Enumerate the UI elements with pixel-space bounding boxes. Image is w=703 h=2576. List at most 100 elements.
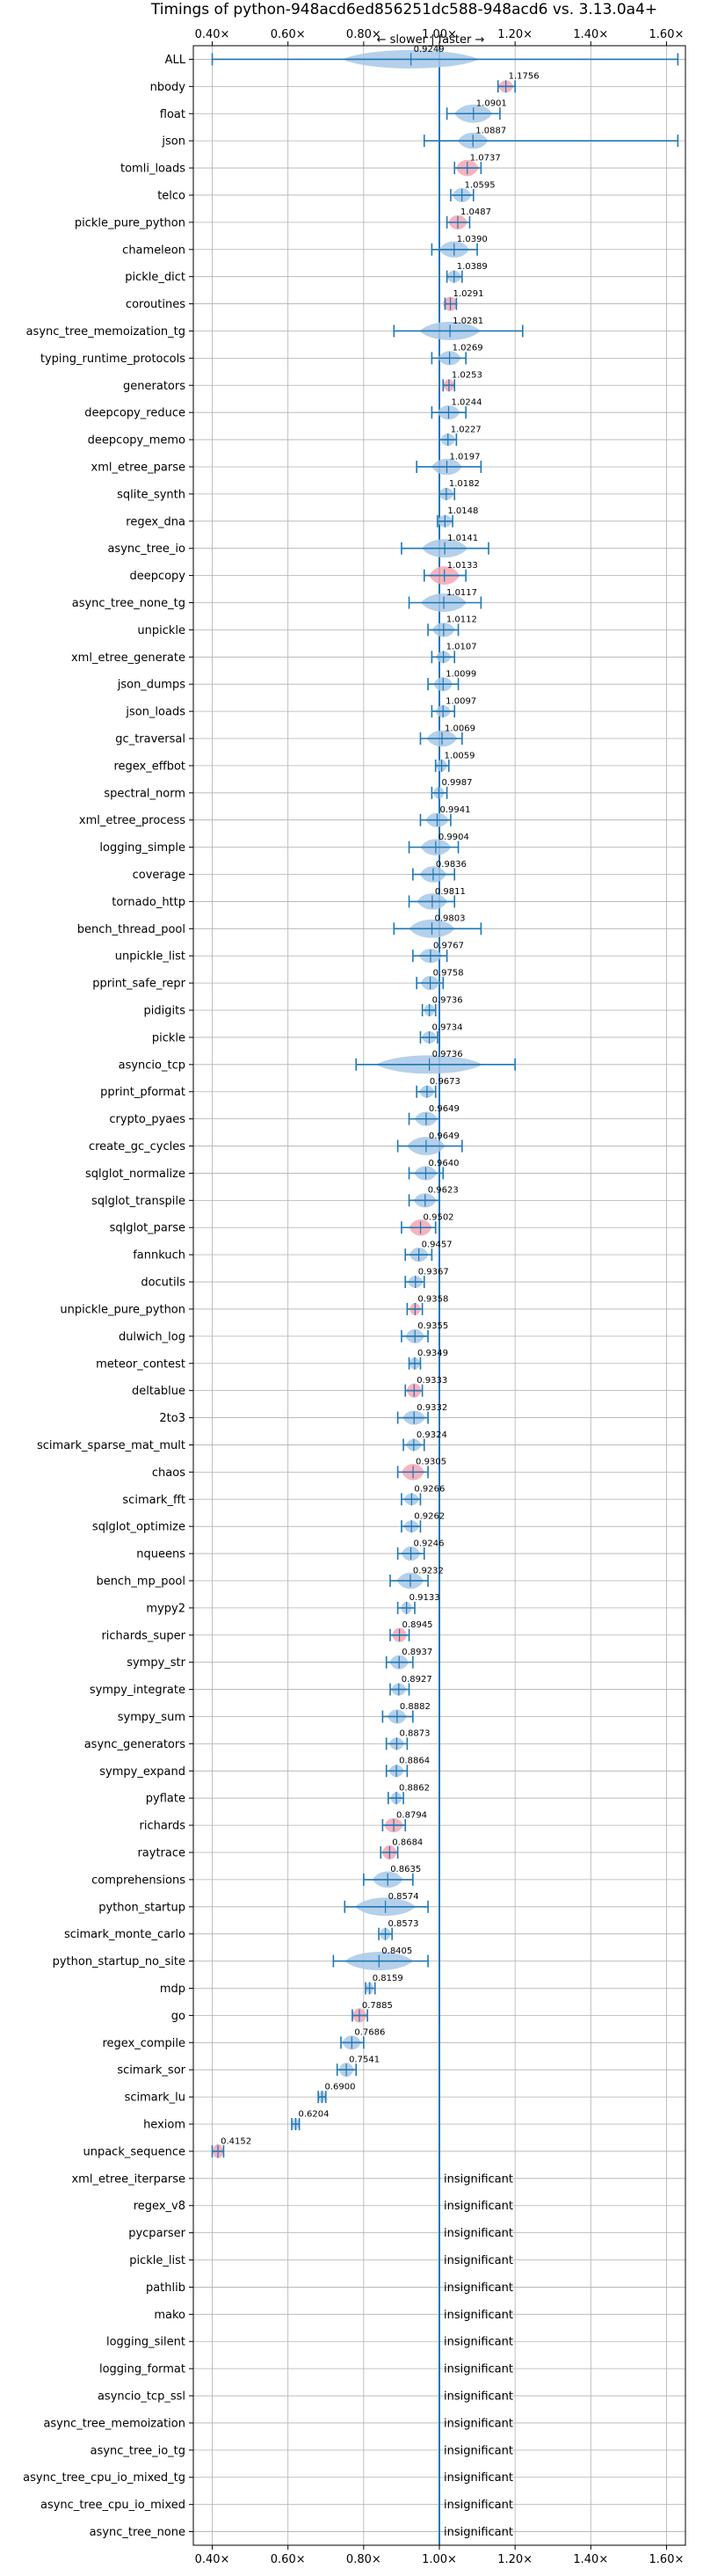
axis-layer: 0.40× 0.40× 0.60× 0.60× 0.80× 0.80× 1.00× 1.00×…	[23, 28, 686, 2566]
benchmark-label: async_tree_io_tg	[91, 2444, 185, 2457]
value-label: 0.9324	[417, 1430, 447, 1440]
value-label: 1.0244	[452, 398, 482, 408]
value-label: 0.4152	[221, 2136, 251, 2146]
benchmark-label: logging_simple	[99, 841, 185, 855]
value-label: 1.0097	[446, 696, 476, 706]
benchmark-label: async_tree_io	[107, 542, 185, 556]
benchmark-label: unpickle_pure_python	[60, 1303, 185, 1316]
value-label: 0.9246	[414, 1539, 445, 1548]
benchmark-label: crypto_pyaes	[109, 1113, 185, 1126]
benchmark-label: 2to3	[159, 1412, 185, 1425]
x-tick-label-top: 0.60×	[271, 28, 306, 41]
value-label: 1.0253	[452, 371, 482, 381]
value-label: 0.8937	[402, 1648, 432, 1657]
value-label: 0.9333	[417, 1376, 447, 1386]
benchmark-label: fannkuch	[133, 1249, 185, 1263]
value-label: 1.0281	[453, 317, 483, 326]
chart-title: Timings of python-948acd6ed856251dc588-9…	[150, 1, 657, 18]
x-tick-label-top: 1.00×	[422, 28, 457, 41]
benchmark-label: regex_compile	[102, 2037, 185, 2050]
insignificant-label: insignificant	[444, 2309, 513, 2322]
value-label: 0.7686	[354, 2028, 385, 2038]
value-label: 1.0148	[447, 506, 478, 516]
value-label: 0.9987	[441, 778, 472, 788]
value-label: 0.9811	[435, 887, 466, 897]
value-label: 0.9305	[416, 1458, 446, 1467]
label-layer: 0.9249 1.1756 1.0901 1.0887 1.0737 1.0595 1.04…	[221, 45, 540, 2539]
insignificant-label: insignificant	[444, 2172, 513, 2186]
value-label: 1.0389	[457, 262, 488, 272]
benchmark-label: pathlib	[146, 2281, 185, 2295]
benchmark-label: pickle_pure_python	[75, 216, 185, 229]
benchmark-label: json_loads	[125, 706, 185, 719]
benchmark-label: scimark_fft	[122, 1494, 185, 1507]
benchmark-label: async_tree_none_tg	[72, 597, 185, 610]
benchmark-label: meteor_contest	[96, 1357, 185, 1371]
value-label: 0.6204	[298, 2109, 329, 2119]
benchmark-label: async_tree_cpu_io_mixed_tg	[23, 2471, 185, 2485]
benchmark-label: go	[171, 2010, 185, 2023]
insignificant-label: insignificant	[444, 2499, 513, 2512]
value-label: 0.8927	[402, 1675, 432, 1685]
value-label: 0.9266	[414, 1485, 445, 1495]
value-label: 0.9457	[422, 1240, 453, 1249]
benchmark-label: async_tree_cpu_io_mixed	[40, 2499, 185, 2512]
x-tick-label-bottom: 1.00×	[422, 2553, 457, 2566]
benchmark-label: asyncio_tcp_ssl	[98, 2390, 185, 2404]
benchmark-label: pycparser	[128, 2227, 185, 2240]
value-label: 0.9767	[433, 942, 464, 951]
insignificant-label: insignificant	[444, 2526, 513, 2539]
benchmark-label: logging_silent	[106, 2336, 185, 2349]
value-label: 0.8864	[399, 1757, 430, 1766]
x-tick-label-bottom: 1.60×	[649, 2553, 685, 2566]
insignificant-label: insignificant	[444, 2417, 513, 2430]
value-label: 0.8684	[392, 1837, 423, 1847]
value-label: 1.0227	[451, 425, 482, 434]
value-label: 0.7541	[349, 2056, 380, 2065]
x-tick-label-top: 1.40×	[573, 28, 608, 41]
x-tick-label-top: 1.60×	[649, 28, 685, 41]
benchmark-label: regex_effbot	[113, 760, 185, 773]
violin-layer	[211, 46, 679, 2545]
benchmark-label: sqlglot_parse	[110, 1222, 185, 1235]
value-label: 1.0107	[446, 643, 477, 652]
benchmark-label: python_startup	[98, 1901, 185, 1914]
benchmark-label: pprint_safe_repr	[92, 978, 185, 991]
value-label: 0.8882	[400, 1702, 431, 1712]
value-label: 0.9332	[417, 1403, 447, 1413]
value-label: 0.9673	[430, 1077, 460, 1087]
value-label: 1.0390	[457, 235, 488, 244]
value-label: 0.8405	[381, 1947, 412, 1956]
value-label: 0.9734	[432, 1022, 463, 1032]
benchmark-label: raytrace	[137, 1846, 185, 1859]
benchmark-label: pickle_dict	[125, 271, 185, 284]
value-label: 1.0059	[445, 751, 475, 760]
benchmark-label: async_tree_none	[90, 2526, 185, 2539]
value-label: 1.0099	[446, 670, 476, 680]
value-label: 1.0595	[465, 180, 496, 190]
x-tick-label-bottom: 0.40×	[195, 2553, 230, 2566]
insignificant-label: insignificant	[444, 2363, 513, 2376]
benchmark-label: chaos	[152, 1466, 185, 1480]
benchmark-label: tomli_loads	[120, 163, 185, 176]
value-label: 1.0901	[476, 99, 507, 109]
benchmark-label: generators	[123, 380, 185, 393]
benchmark-label: nqueens	[136, 1548, 185, 1561]
value-label: 0.9249	[414, 45, 445, 55]
benchmark-label: sqlglot_transpile	[91, 1195, 185, 1208]
benchmark-label: ALL	[165, 54, 186, 67]
value-label: 0.8574	[388, 1892, 419, 1902]
benchmark-label: unpickle_list	[115, 950, 185, 964]
value-label: 0.6900	[324, 2082, 355, 2092]
benchmark-label: gc_traversal	[115, 733, 185, 746]
benchmark-label: deepcopy_reduce	[84, 407, 185, 420]
benchmark-label: pidigits	[144, 1005, 186, 1018]
x-tick-label-top: 0.80×	[346, 28, 381, 41]
x-tick-label-top: 0.40×	[195, 28, 230, 41]
benchmark-label: deepcopy	[129, 570, 185, 583]
benchmark-label: async_tree_memoization	[43, 2417, 185, 2430]
benchmark-label: sympy_expand	[99, 1765, 185, 1779]
benchmark-label: mdp	[160, 1983, 185, 1996]
benchmark-label: typing_runtime_protocols	[40, 353, 185, 366]
